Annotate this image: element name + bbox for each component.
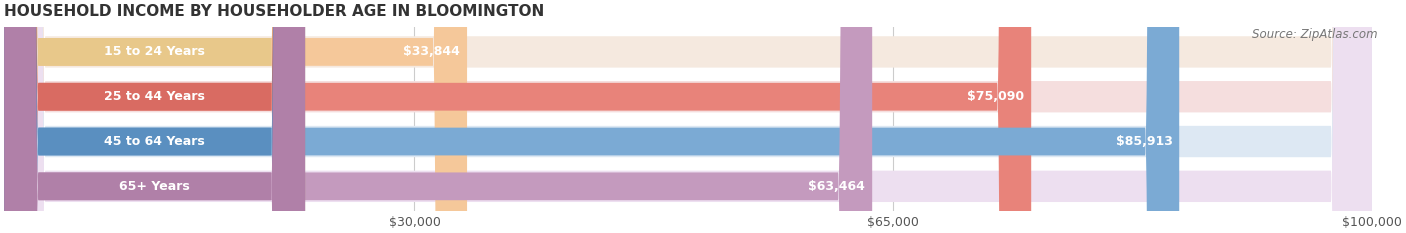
Text: $63,464: $63,464 (808, 180, 865, 193)
FancyBboxPatch shape (4, 0, 1372, 233)
Text: $33,844: $33,844 (404, 45, 460, 58)
FancyBboxPatch shape (4, 0, 1372, 233)
Text: $75,090: $75,090 (967, 90, 1025, 103)
FancyBboxPatch shape (4, 0, 1180, 233)
FancyBboxPatch shape (4, 0, 305, 233)
Text: 65+ Years: 65+ Years (120, 180, 190, 193)
FancyBboxPatch shape (4, 0, 872, 233)
Text: Source: ZipAtlas.com: Source: ZipAtlas.com (1253, 28, 1378, 41)
Text: 25 to 44 Years: 25 to 44 Years (104, 90, 205, 103)
FancyBboxPatch shape (4, 0, 305, 233)
Text: HOUSEHOLD INCOME BY HOUSEHOLDER AGE IN BLOOMINGTON: HOUSEHOLD INCOME BY HOUSEHOLDER AGE IN B… (4, 4, 544, 19)
FancyBboxPatch shape (4, 0, 467, 233)
FancyBboxPatch shape (4, 0, 1372, 233)
FancyBboxPatch shape (4, 0, 1372, 233)
FancyBboxPatch shape (4, 0, 305, 233)
FancyBboxPatch shape (4, 0, 1031, 233)
Text: $85,913: $85,913 (1115, 135, 1173, 148)
Text: 15 to 24 Years: 15 to 24 Years (104, 45, 205, 58)
Text: 45 to 64 Years: 45 to 64 Years (104, 135, 205, 148)
FancyBboxPatch shape (4, 0, 305, 233)
